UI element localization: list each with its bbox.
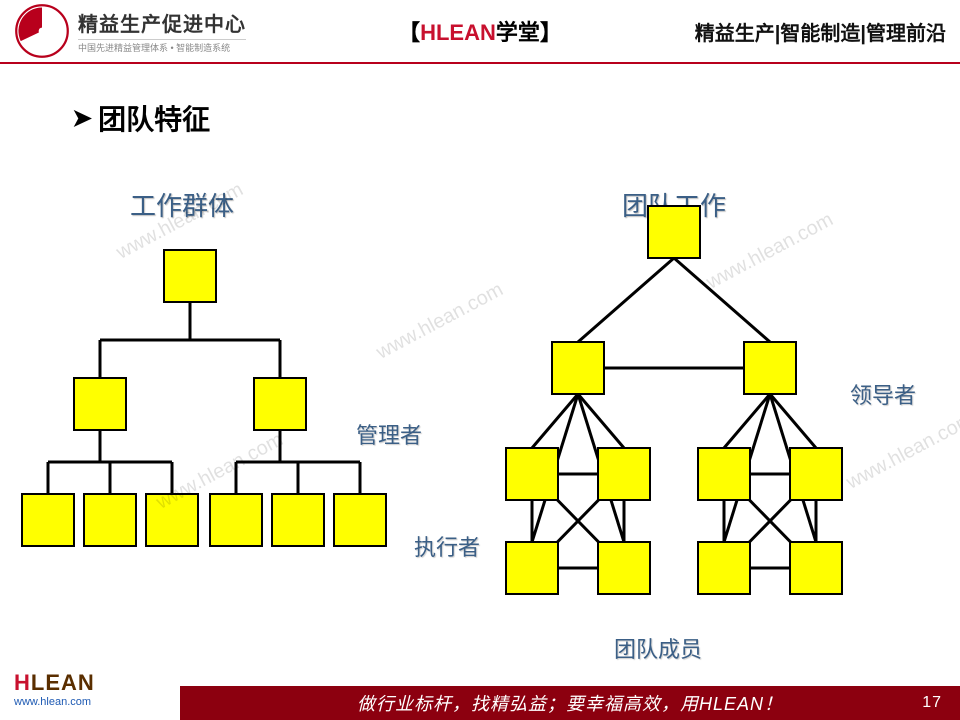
footer-slogan: 做行业标杆，找精弘益；要幸福高效，用HLEAN！ [357, 690, 783, 716]
footer: HLEAN www.hlean.com 做行业标杆，找精弘益；要幸福高效，用HL… [0, 676, 960, 720]
footer-bar: 做行业标杆，找精弘益；要幸福高效，用HLEAN！ 17 [180, 686, 960, 720]
page-number: 17 [922, 694, 942, 712]
footer-logo: HLEAN www.hlean.com [14, 670, 95, 708]
org-diagram [0, 0, 960, 720]
footer-url: www.hlean.com [14, 696, 95, 708]
